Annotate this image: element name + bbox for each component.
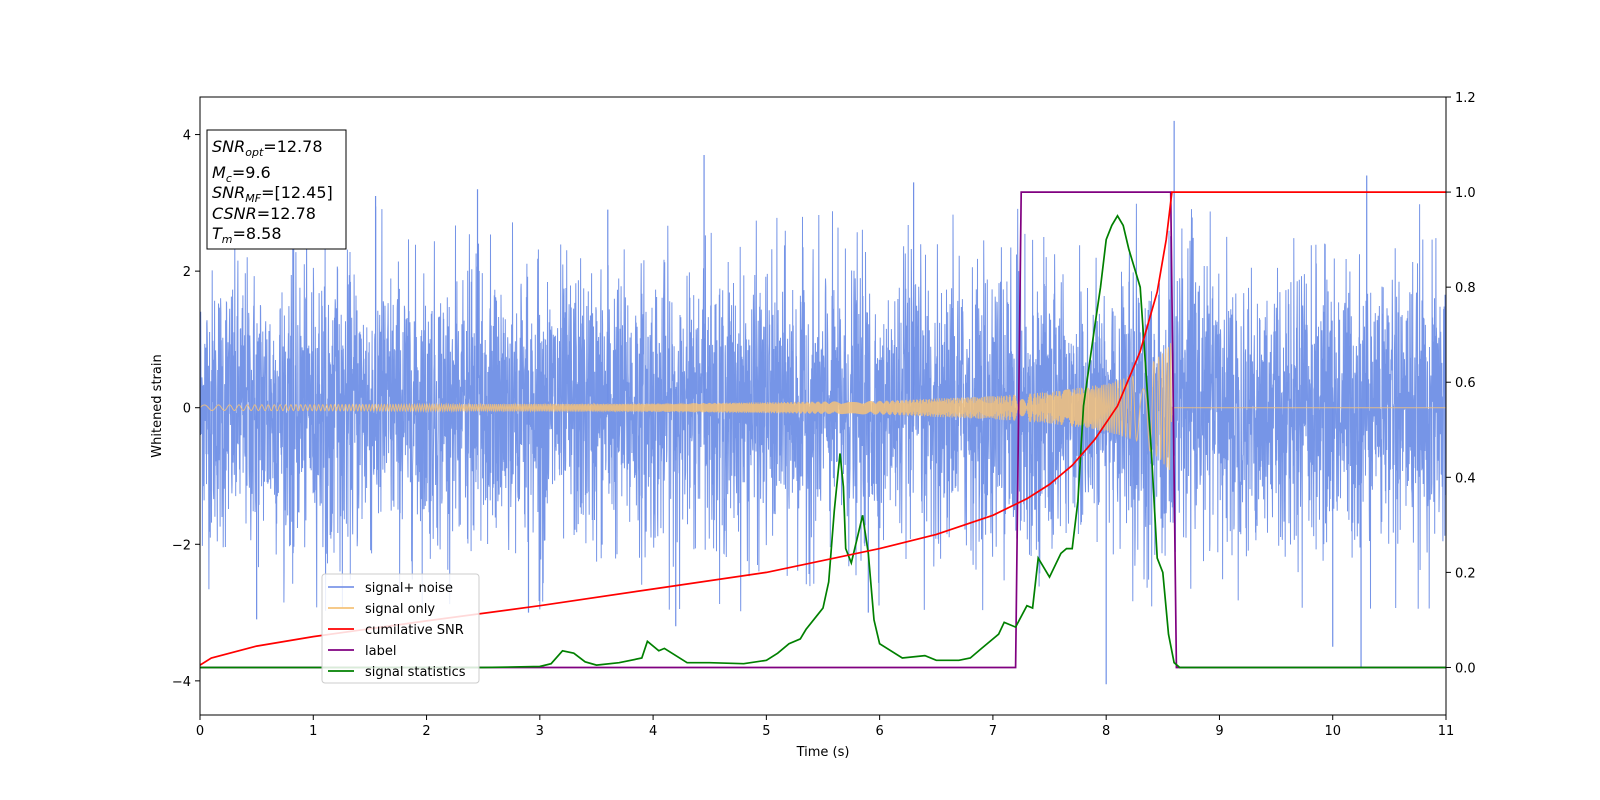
y2-tick-label: 0.6 [1455,376,1476,391]
x-tick-label: 8 [1102,724,1110,739]
x-tick-label: 1 [309,724,317,739]
x-tick-label: 6 [875,724,883,739]
axes-frame [199,96,1447,716]
x-tick-label: 10 [1324,724,1341,739]
y-tick-label: −4 [172,675,191,690]
legend-label: cumilative SNR [365,623,464,638]
signal-only-line [200,343,1446,470]
y-axis-label: Whitened strain [150,354,165,457]
y2-tick-label: 0.4 [1455,471,1476,486]
y-axis-right: 0.0 0.2 0.4 0.6 0.8 1.0 1.2 [1446,91,1476,676]
info-mc: Mc=9.6 [212,163,271,185]
legend-label: signal statistics [365,665,466,680]
legend-frame [321,573,480,684]
x-tick-label: 7 [989,724,997,739]
info-box-frame [206,129,347,250]
info-box: SNRopt=12.78 Mc=9.6 SNRMF=[12.45] CSNR=1… [206,129,347,250]
signal-noise-line [200,203,1446,612]
x-tick-label: 4 [649,724,657,739]
x-tick-label: 2 [422,724,430,739]
legend-label: signal+ noise [365,581,453,596]
info-snr-mf: SNRMF=[12.45] [212,183,333,205]
signal-only-series [200,343,1446,470]
x-tick-label: 3 [536,724,544,739]
info-tm: Tm=8.58 [212,224,282,246]
y-tick-label: −2 [172,538,191,553]
y2-tick-label: 0.0 [1455,661,1476,676]
legend: signal+ noise signal only cumilative SNR la… [321,573,480,684]
legend-label: label [365,644,396,659]
signal-statistics-line [200,214,1446,669]
y-axis-left: −4 −2 0 2 4 [172,129,200,690]
plot-area [200,120,1446,685]
x-tick-label: 11 [1438,724,1455,739]
signal-noise-series [200,120,1446,685]
x-tick-label: 0 [196,724,204,739]
y2-tick-label: 1.2 [1455,91,1476,106]
y-tick-label: 4 [183,129,191,144]
y-tick-label: 2 [183,265,191,280]
info-csnr: CSNR=12.78 [212,204,316,223]
y2-tick-label: 0.8 [1455,281,1476,296]
x-tick-label: 9 [1215,724,1223,739]
x-axis: 0 1 2 3 4 5 6 7 8 9 10 11 [196,715,1454,739]
info-snr-opt: SNRopt=12.78 [212,137,323,159]
y2-tick-label: 1.0 [1455,186,1476,201]
x-tick-label: 5 [762,724,770,739]
x-axis-label: Time (s) [796,745,850,760]
y2-tick-label: 0.2 [1455,566,1476,581]
legend-label: signal only [365,602,435,617]
y-tick-label: 0 [183,402,191,417]
